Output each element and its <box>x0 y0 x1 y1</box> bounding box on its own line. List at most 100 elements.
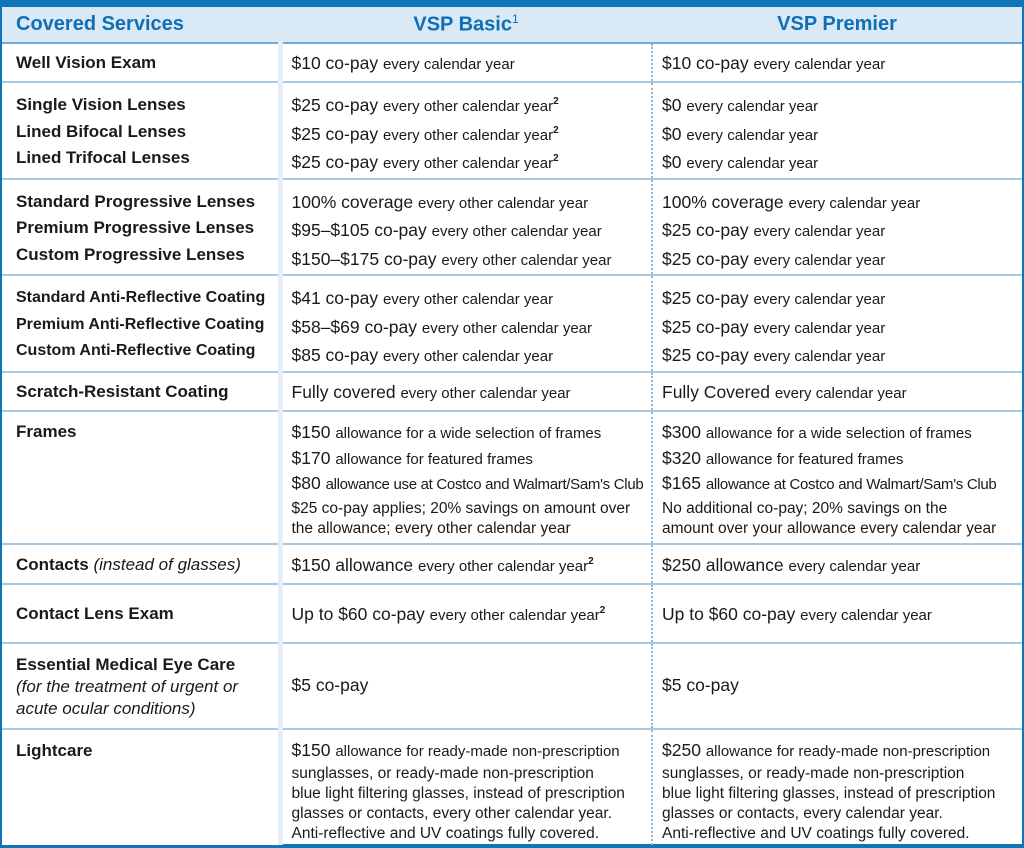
service-lined-bifocal: Lined Bifocal Lenses <box>16 121 187 141</box>
header-covered-services: Covered Services <box>2 7 280 44</box>
amount: $5 co-pay <box>662 675 739 696</box>
service-standard-progressive: Standard Progressive Lenses <box>16 191 256 211</box>
frequency: every calendar year <box>382 56 515 73</box>
frequency: every other calendar year <box>421 319 592 337</box>
basic-cell: $150 allowance every other calendar year… <box>280 543 653 585</box>
amount: $250 allowance <box>662 554 784 575</box>
row-lenses: Single Vision Lenses Lined Bifocal Lense… <box>2 82 1022 180</box>
amount: $10 co-pay <box>662 53 749 73</box>
service-name: Contacts (instead of glasses) <box>2 543 283 585</box>
basic-cell: $150 allowance for ready-made non-prescr… <box>280 728 653 845</box>
detail: allowance for a wide selection of frames <box>705 424 972 442</box>
amount: $25 co-pay <box>662 316 749 337</box>
service-single-vision: Single Vision Lenses <box>16 95 186 114</box>
amount: $170 <box>291 447 331 468</box>
premier-cell: $250 allowance for ready-made non-prescr… <box>652 729 1022 845</box>
frequency: every calendar year <box>753 251 886 269</box>
amount: $150–$175 co-pay <box>291 248 437 269</box>
vsp-basic-label: VSP Basic <box>413 13 512 36</box>
frequency: every calendar year <box>788 194 921 212</box>
amount: $25 co-pay <box>662 345 749 365</box>
row-contact-lens-exam: Contact Lens Exam Up to $60 co-pay every… <box>2 583 1022 644</box>
amount: $250 <box>662 739 701 760</box>
premier-cell: 100% coverage every calendar year $25 co… <box>652 178 1022 276</box>
service-premium-progressive: Premium Progressive Lenses <box>16 218 255 237</box>
service-essential-medical: Essential Medical Eye Care <box>16 654 236 674</box>
basic-cell: $150 allowance for a wide selection of f… <box>280 410 653 545</box>
amount: $0 <box>662 152 682 172</box>
amount: $150 <box>291 739 331 760</box>
header-row: Covered Services VSP Basic1 VSP Premier <box>2 7 1022 44</box>
frequency: every calendar year <box>774 384 907 402</box>
amount: $25 co-pay <box>662 288 749 308</box>
premier-cell: $300 allowance for a wide selection of f… <box>652 410 1022 545</box>
amount: $0 <box>662 123 682 144</box>
premier-cell: $25 co-pay every calendar year $25 co-pa… <box>652 275 1022 373</box>
amount: 100% coverage <box>291 191 414 212</box>
amount: $0 <box>662 95 682 115</box>
basic-cell: 100% coverage every other calendar year … <box>280 178 653 276</box>
detail: amount over your allowance every calenda… <box>662 519 997 537</box>
service-standard-ar: Standard Anti-Reflective Coating <box>16 289 266 306</box>
amount: $5 co-pay <box>291 675 369 696</box>
premier-cell: Up to $60 co-pay every calendar year <box>652 583 1022 644</box>
frequency: every other calendar year <box>431 223 602 240</box>
row-frames: Frames $150 allowance for a wide selecti… <box>2 410 1022 545</box>
frequency: every calendar year <box>753 56 886 73</box>
basic-cell: $41 co-pay every other calendar year $58… <box>280 275 653 373</box>
basic-cell: Up to $60 co-pay every other calendar ye… <box>280 583 653 644</box>
frequency: every calendar year <box>753 291 886 308</box>
frequency: every calendar year <box>686 126 819 144</box>
service-names: Standard Progressive Lenses Premium Prog… <box>2 178 283 276</box>
service-name: Well Vision Exam <box>2 43 283 83</box>
detail: allowance for featured frames <box>705 450 904 468</box>
frequency: every calendar year <box>800 606 932 624</box>
amount: Up to $60 co-pay <box>291 603 425 624</box>
frequency: every other calendar year <box>441 251 612 269</box>
footnote-marker: 1 <box>511 12 519 27</box>
service-name: Lightcare <box>2 728 283 845</box>
service-note: acute ocular conditions) <box>16 698 196 718</box>
left-border <box>0 0 2 848</box>
service-note: (for the treatment of urgent or <box>16 676 239 696</box>
detail: allowance at Costco and Walmart/Sam's Cl… <box>705 475 997 493</box>
footnote-marker: 2 <box>553 153 559 165</box>
frequency: every other calendar year <box>418 557 589 575</box>
footnote-marker: 2 <box>588 555 594 567</box>
frequency: every other calendar year <box>382 291 554 308</box>
basic-cell: $5 co-pay <box>280 642 653 730</box>
amount: $95–$105 co-pay <box>291 220 427 240</box>
amount: $80 <box>291 472 321 493</box>
detail: Anti-reflective and UV coatings fully co… <box>662 824 970 842</box>
amount: $25 co-pay <box>291 123 379 144</box>
service-contacts: Contacts <box>16 554 89 574</box>
premier-cell: $5 co-pay <box>652 642 1022 730</box>
detail: blue light filtering glasses, instead of… <box>291 784 625 802</box>
detail: sunglasses, or ready-made non-prescripti… <box>662 764 965 782</box>
bottom-accent-bar <box>0 844 1024 848</box>
service-names: Standard Anti-Reflective Coating Premium… <box>2 275 283 373</box>
benefits-table: Covered Services VSP Basic1 VSP Premier … <box>2 7 1022 845</box>
detail: allowance for a wide selection of frames <box>335 424 602 442</box>
amount: $25 co-pay <box>662 220 749 240</box>
basic-cell: $10 co-pay every calendar year <box>280 43 653 83</box>
amount: $10 co-pay <box>291 53 379 73</box>
frequency: every calendar year <box>753 348 886 365</box>
row-contacts: Contacts (instead of glasses) $150 allow… <box>2 543 1022 585</box>
detail: the allowance; every other calendar year <box>291 519 571 537</box>
premier-cell: $10 co-pay every calendar year <box>652 43 1022 83</box>
footnote-marker: 2 <box>553 96 559 108</box>
detail: glasses or contacts, every calendar year… <box>662 804 943 822</box>
service-note: (instead of glasses) <box>93 554 241 574</box>
frequency: every calendar year <box>686 98 819 115</box>
frequency: every calendar year <box>788 557 921 575</box>
amount: $165 <box>662 472 701 493</box>
service-name: Scratch-Resistant Coating <box>2 371 283 412</box>
footnote-marker: 2 <box>599 604 606 616</box>
frequency: every calendar year <box>753 223 886 240</box>
detail: glasses or contacts, every other calenda… <box>291 804 613 822</box>
service-lined-trifocal: Lined Trifocal Lenses <box>16 148 190 167</box>
detail: Anti-reflective and UV coatings fully co… <box>291 824 600 842</box>
right-border <box>1022 0 1024 848</box>
frequency: every calendar year <box>686 155 819 172</box>
